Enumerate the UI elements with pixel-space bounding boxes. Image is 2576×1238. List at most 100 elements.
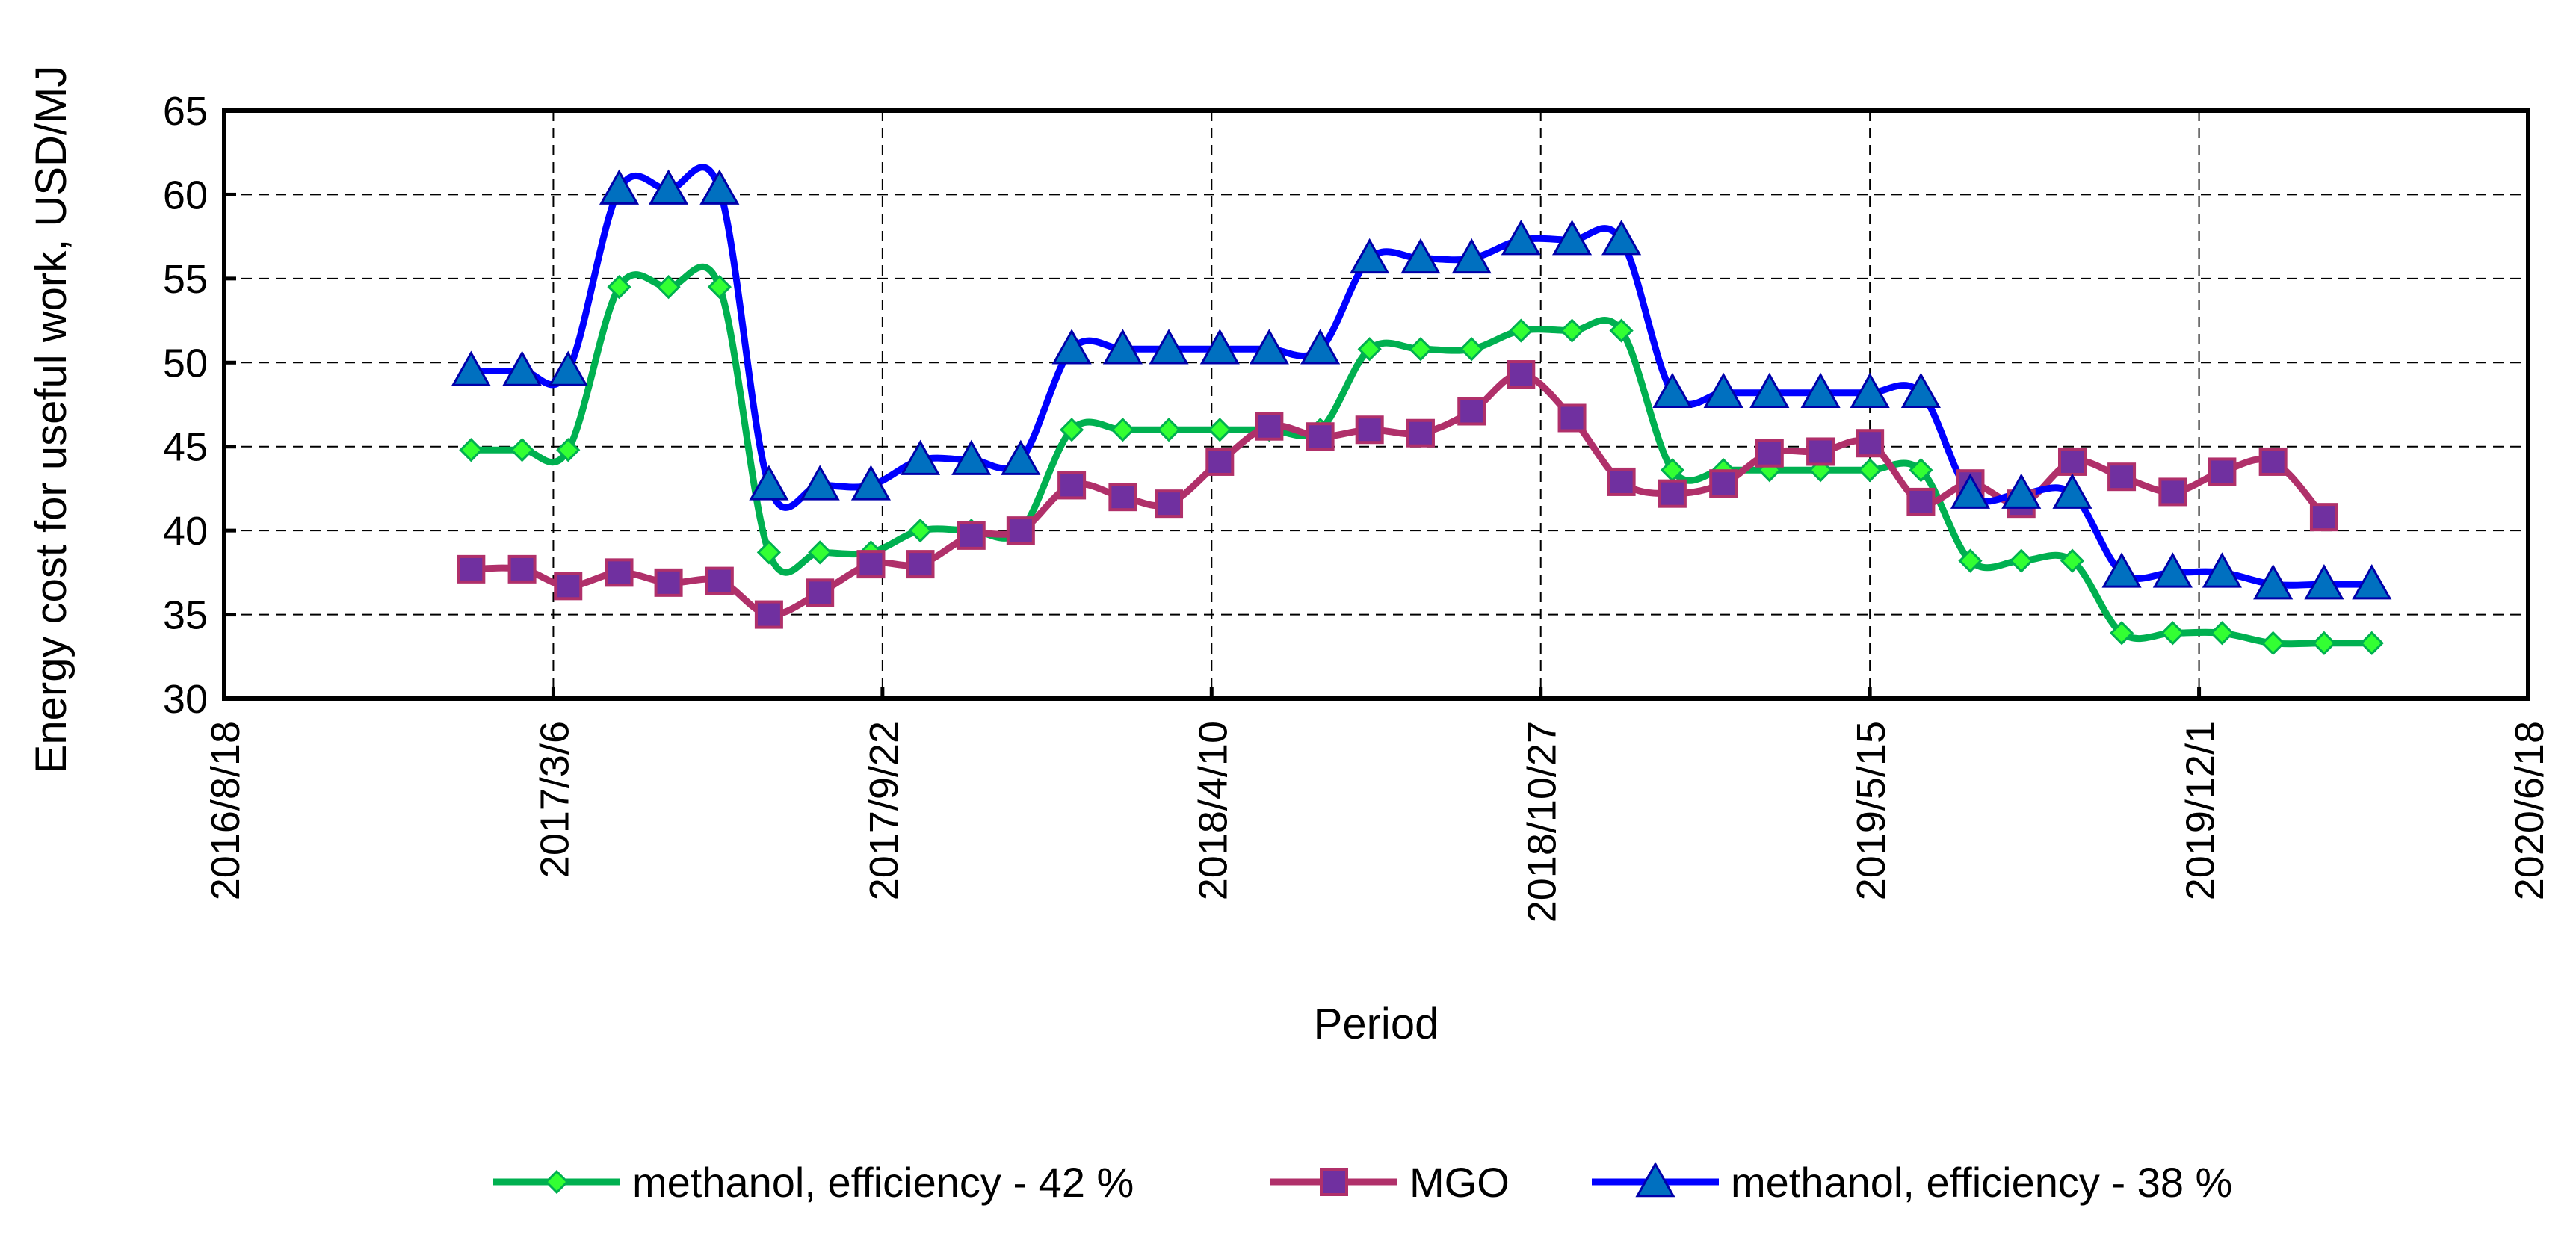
data-point xyxy=(654,568,683,597)
data-point xyxy=(951,439,992,475)
data-point xyxy=(2352,564,2392,600)
data-point xyxy=(1059,418,1084,442)
series-2-points xyxy=(451,169,2392,600)
data-point xyxy=(1102,329,1143,365)
data-point xyxy=(1958,548,1983,573)
data-point xyxy=(1509,318,1533,343)
data-point xyxy=(2311,631,2337,655)
data-point xyxy=(2001,473,2042,509)
data-point xyxy=(2009,548,2033,573)
data-point xyxy=(2060,548,2085,573)
data-point xyxy=(1408,337,1433,362)
x-tick-label: 2017/9/22 xyxy=(862,721,906,900)
data-point xyxy=(1557,403,1587,433)
data-point xyxy=(554,572,583,601)
data-point xyxy=(1249,329,1289,365)
data-point xyxy=(1006,516,1035,545)
data-point xyxy=(1406,418,1435,448)
data-point xyxy=(1001,439,1041,475)
data-point xyxy=(754,600,783,629)
data-point xyxy=(2101,552,2142,588)
data-point xyxy=(1703,372,1743,408)
data-point xyxy=(1709,469,1738,498)
data-point xyxy=(1652,372,1693,408)
data-point xyxy=(756,540,782,565)
data-point xyxy=(1551,220,1593,256)
y-tick-label: 55 xyxy=(163,257,208,302)
series-0-points xyxy=(459,274,2384,655)
x-tick-label: 2019/5/15 xyxy=(1849,721,1894,900)
y-tick-label: 60 xyxy=(163,173,208,217)
data-point xyxy=(1457,397,1486,426)
legend-marker-0 xyxy=(544,1169,569,1195)
grid-lines xyxy=(224,111,2528,699)
data-point xyxy=(705,566,734,595)
data-point xyxy=(1451,238,1492,274)
y-axis-title: Energy cost for useful work, USD/MJ xyxy=(27,66,75,774)
data-point xyxy=(2058,447,2087,476)
data-point xyxy=(1806,437,1835,466)
legend-label-1: MGO xyxy=(1409,1159,1510,1206)
data-point xyxy=(2253,564,2294,600)
data-point xyxy=(2309,503,2338,532)
legend-label-0: methanol, efficiency - 42 % xyxy=(632,1159,1134,1206)
legend-item-1: MGO xyxy=(1270,1159,1510,1206)
series-lines xyxy=(471,164,2372,648)
data-point xyxy=(1501,220,1541,256)
data-point xyxy=(1906,487,1936,516)
data-point xyxy=(1300,329,1341,365)
data-point xyxy=(957,521,986,550)
data-point xyxy=(2202,552,2242,588)
y-tick-label: 35 xyxy=(163,593,208,638)
data-point xyxy=(1950,473,1991,509)
data-point xyxy=(1755,439,1784,468)
data-point xyxy=(656,274,681,300)
series-1-points xyxy=(457,360,2338,629)
data-point xyxy=(2208,457,2237,486)
data-point xyxy=(2210,621,2234,646)
data-point xyxy=(1900,372,1941,408)
x-tick-label: 2017/3/6 xyxy=(532,721,577,878)
data-point xyxy=(699,169,740,205)
data-point xyxy=(707,274,732,300)
data-point xyxy=(1057,471,1087,500)
data-point xyxy=(1507,360,1536,389)
data-point xyxy=(1255,412,1284,441)
data-point xyxy=(900,439,941,475)
data-point xyxy=(808,540,833,565)
legend-label-2: methanol, efficiency - 38 % xyxy=(1731,1159,2232,1206)
data-point xyxy=(2109,621,2134,646)
x-tick-label: 2020/6/18 xyxy=(2507,721,2552,900)
data-point xyxy=(502,350,543,386)
data-point xyxy=(800,465,840,501)
data-point xyxy=(2304,564,2344,600)
legend-marker-2 xyxy=(1635,1161,1675,1198)
legend-item-2: methanol, efficiency - 38 % xyxy=(1592,1159,2232,1206)
data-point xyxy=(2107,462,2137,492)
data-point xyxy=(856,550,886,579)
data-point xyxy=(1350,238,1390,274)
data-point xyxy=(459,438,484,462)
series-line-1 xyxy=(471,371,2327,619)
plot-frame xyxy=(222,108,2530,701)
data-point xyxy=(1800,372,1841,408)
data-point xyxy=(1149,329,1189,365)
data-point xyxy=(749,465,789,501)
data-point xyxy=(1155,489,1184,519)
data-point xyxy=(451,350,491,386)
y-tick-label: 45 xyxy=(163,425,208,470)
data-point xyxy=(1111,418,1135,442)
data-point xyxy=(1051,329,1092,365)
data-point xyxy=(1306,422,1335,451)
x-tick-label: 2019/12/1 xyxy=(2178,721,2223,900)
series-markers xyxy=(451,169,2392,655)
data-point xyxy=(510,438,534,462)
data-point xyxy=(2359,631,2384,655)
data-point xyxy=(1355,415,1384,445)
data-point xyxy=(1609,318,1634,343)
data-point xyxy=(1560,318,1584,343)
y-tick-label: 30 xyxy=(163,677,208,722)
data-point xyxy=(1199,329,1240,365)
